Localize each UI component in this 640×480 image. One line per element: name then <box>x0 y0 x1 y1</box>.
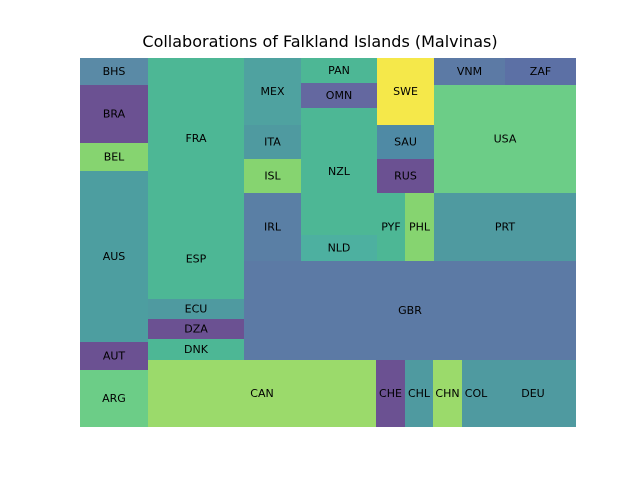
treemap-label-gbr: GBR <box>398 304 422 317</box>
treemap-label-dza: DZA <box>184 323 208 336</box>
treemap-cell-omn <box>301 83 377 108</box>
treemap-cell-chl <box>405 360 433 427</box>
chart-title: Collaborations of Falkland Islands (Malv… <box>142 32 498 51</box>
treemap-cell-esp <box>148 219 244 299</box>
treemap-label-pyf: PYF <box>381 221 400 234</box>
treemap-label-pan: PAN <box>328 64 350 77</box>
treemap-label-aus: AUS <box>103 250 126 263</box>
treemap-cell-nzl <box>301 108 377 235</box>
treemap-cell-vnm <box>434 58 505 85</box>
treemap-cell-sau <box>377 125 434 159</box>
treemap-cell-chn <box>433 360 462 427</box>
treemap-label-chl: CHL <box>408 387 431 400</box>
treemap-label-esp: ESP <box>186 253 207 266</box>
treemap-cell-pyf <box>377 193 405 261</box>
treemap-label-mex: MEX <box>261 85 285 98</box>
treemap-label-sau: SAU <box>394 136 417 149</box>
treemap-cell-arg <box>80 370 148 427</box>
treemap-label-isl: ISL <box>264 170 281 183</box>
treemap-cell-col <box>462 360 490 427</box>
treemap-cell-phl <box>405 193 434 261</box>
treemap-label-chn: CHN <box>435 387 459 400</box>
treemap-cell-deu <box>490 360 576 427</box>
treemap-label-aut: AUT <box>103 350 126 363</box>
treemap-cell-bra <box>80 85 148 143</box>
treemap-label-omn: OMN <box>326 89 352 102</box>
treemap-cell-swe <box>377 58 434 125</box>
treemap-cell-pan <box>301 58 377 83</box>
treemap-cell-ita <box>244 125 301 159</box>
treemap-cell-aus <box>80 171 148 342</box>
treemap-cell-dnk <box>148 339 244 360</box>
treemap-label-rus: RUS <box>394 170 417 183</box>
treemap-cell-fra <box>148 58 244 219</box>
treemap-cell-usa <box>434 85 576 193</box>
treemap-label-zaf: ZAF <box>530 65 551 78</box>
treemap-label-phl: PHL <box>409 221 431 234</box>
treemap-label-bel: BEL <box>104 151 125 164</box>
treemap-cell-mex <box>244 58 301 125</box>
treemap-cell-ecu <box>148 299 244 319</box>
treemap-label-nzl: NZL <box>328 165 351 178</box>
treemap-cell-zaf <box>505 58 576 85</box>
treemap-label-arg: ARG <box>102 392 126 405</box>
treemap-cell-prt <box>434 193 576 261</box>
treemap-label-can: CAN <box>250 387 273 400</box>
treemap-label-ita: ITA <box>264 136 281 149</box>
treemap-label-bhs: BHS <box>103 65 126 78</box>
treemap-label-swe: SWE <box>393 85 418 98</box>
treemap-label-nld: NLD <box>328 242 351 255</box>
treemap-cell-che <box>376 360 405 427</box>
treemap-label-deu: DEU <box>521 387 544 400</box>
treemap-label-prt: PRT <box>495 221 515 234</box>
treemap-cell-gbr <box>244 261 576 360</box>
treemap-label-irl: IRL <box>264 221 282 234</box>
treemap-label-vnm: VNM <box>457 65 482 78</box>
treemap-cell-aut <box>80 342 148 370</box>
treemap-cell-rus <box>377 159 434 193</box>
treemap-cell-bel <box>80 143 148 171</box>
treemap-cell-nld <box>301 235 377 261</box>
treemap-cell-irl <box>244 193 301 261</box>
treemap-cell-dza <box>148 319 244 339</box>
treemap-label-ecu: ECU <box>185 303 208 316</box>
treemap-label-fra: FRA <box>185 132 207 145</box>
treemap-cell-isl <box>244 159 301 193</box>
treemap-label-usa: USA <box>494 133 517 146</box>
treemap-label-dnk: DNK <box>184 343 209 356</box>
treemap-label-bra: BRA <box>103 108 126 121</box>
treemap-cell-bhs <box>80 58 148 85</box>
treemap-label-col: COL <box>465 387 488 400</box>
treemap-cell-can <box>148 360 376 427</box>
treemap-label-che: CHE <box>379 387 402 400</box>
